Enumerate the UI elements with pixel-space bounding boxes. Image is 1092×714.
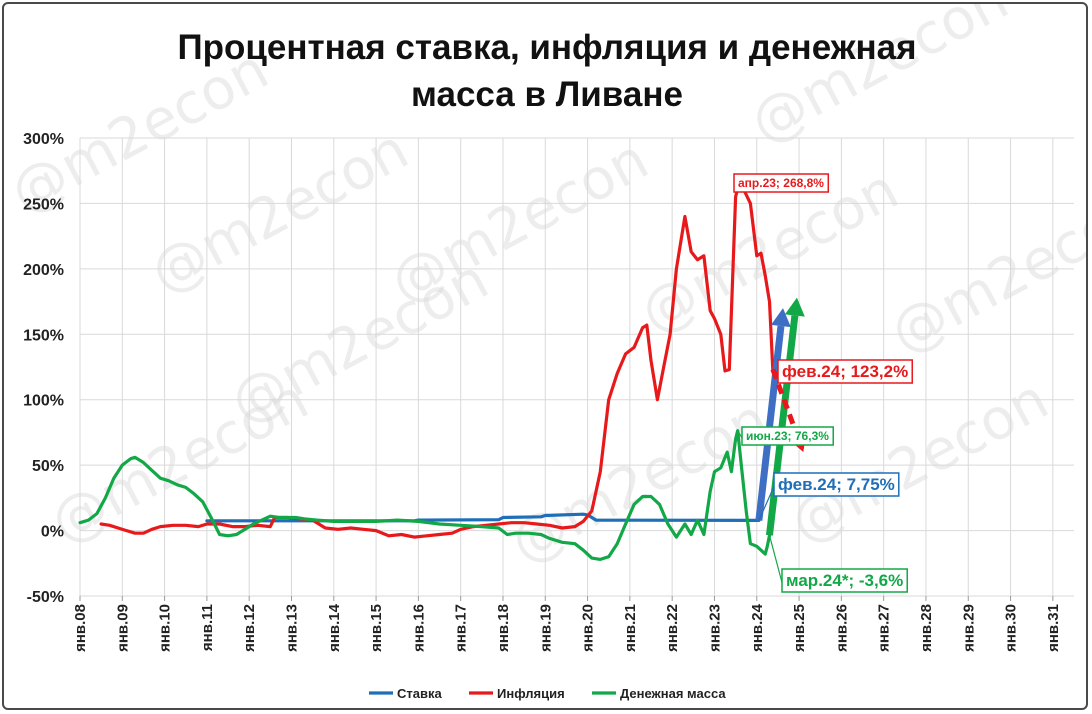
x-tick-label: янв.13 [283, 604, 300, 652]
x-tick-label: янв.15 [368, 604, 385, 652]
x-tick-label: янв.20 [580, 604, 597, 652]
annotation-money-peak-label: июн.23; 76,3% [746, 429, 829, 443]
y-tick-label: 250% [23, 196, 64, 213]
y-tick-label: 100% [23, 393, 64, 410]
x-tick-label: янв.16 [410, 604, 427, 652]
annotation-money-peak-box [741, 426, 834, 446]
x-tick-label: янв.24 [749, 603, 766, 652]
annotation-inflation-peak-box [733, 173, 830, 193]
annotation-money-last: мар.24*; -3,6% [768, 535, 908, 593]
annotation-money-last-box [781, 568, 908, 593]
annotation-money-last-label: мар.24*; -3,6% [786, 571, 903, 590]
x-tick-label: янв.27 [876, 604, 893, 652]
annotation-inflation-last-label: фев.24; 123,2% [782, 362, 908, 381]
annotation-money-peak: июн.23; 76,3% [737, 426, 834, 446]
annotation-inflation-last-leader [772, 368, 779, 374]
legend-label: Денежная масса [620, 686, 726, 701]
series-line-inflation [99, 177, 775, 539]
x-tick-label: янв.21 [622, 604, 639, 652]
rate-trend-arrow-shaft [755, 325, 785, 521]
x-tick-label: янв.23 [706, 604, 723, 652]
x-tick-label: янв.17 [453, 604, 470, 652]
annotation-rate-last-leader [758, 486, 775, 521]
annotation-inflation-last: фев.24; 123,2% [772, 359, 913, 384]
y-tick-label: 150% [23, 327, 64, 344]
money-trend-arrow [765, 297, 805, 536]
legend-item: Ставка [369, 686, 442, 701]
rate-trend-arrow-head [771, 308, 791, 328]
x-tick-label: янв.31 [1045, 604, 1062, 652]
annotation-rate-last: фев.24; 7,75% [758, 472, 900, 521]
annotation-money-last-leader [768, 535, 783, 583]
watermark-text: @m2econ [500, 387, 779, 576]
x-tick-label: янв.18 [495, 604, 512, 652]
y-tick-label: 0% [41, 524, 64, 541]
y-tick-label: -50% [27, 589, 64, 606]
x-tick-label: янв.14 [326, 603, 343, 652]
x-tick-label: янв.25 [791, 604, 808, 652]
chart-svg: @m2econ@m2econ@m2econ@m2econ@m2econ@m2ec… [4, 4, 1088, 701]
y-tick-label: 300% [23, 131, 64, 148]
annotation-rate-last-label: фев.24; 7,75% [778, 475, 895, 494]
annotation-rate-last-box [773, 472, 900, 497]
x-tick-label: янв.12 [241, 604, 258, 652]
x-tick-label: янв.30 [1003, 604, 1020, 652]
x-tick-label: янв.08 [72, 604, 89, 652]
legend-label: Ставка [397, 686, 442, 701]
watermark-text: @m2econ [780, 367, 1059, 556]
watermark-text: @m2econ [740, 4, 1019, 156]
x-tick-label: янв.29 [960, 604, 977, 652]
x-tick-label: янв.10 [157, 604, 174, 652]
rate-trend-arrow [755, 308, 791, 521]
inflation-trend-arrow-shaft [770, 368, 800, 437]
money-trend-arrow-shaft [765, 315, 799, 536]
annotation-inflation-peak-label: апр.23; 268,8% [738, 176, 824, 190]
annotation-inflation-peak: апр.23; 268,8% [733, 173, 830, 193]
legend-item: Денежная масса [592, 686, 726, 701]
x-tick-label: янв.19 [537, 604, 554, 652]
annotation-inflation-last-box [777, 359, 913, 384]
x-tick-label: янв.11 [199, 604, 216, 651]
legend-item: Инфляция [469, 686, 565, 701]
y-tick-label: 200% [23, 262, 64, 279]
money-trend-arrow-head [784, 297, 805, 317]
series-line-money-supply [78, 429, 772, 561]
x-tick-label: янв.28 [918, 604, 935, 652]
chart-title-line: Процентная ставка, инфляция и денежная [177, 28, 916, 67]
x-tick-label: янв.09 [114, 604, 131, 652]
x-tick-label: янв.22 [664, 604, 681, 652]
watermark-text: @m2econ [880, 177, 1088, 366]
x-tick-label: янв.26 [833, 604, 850, 652]
y-tick-label: 50% [32, 458, 64, 475]
chart-title-line: масса в Ливане [411, 75, 683, 114]
watermark-text: @m2econ [40, 367, 319, 556]
legend-label: Инфляция [497, 686, 565, 701]
